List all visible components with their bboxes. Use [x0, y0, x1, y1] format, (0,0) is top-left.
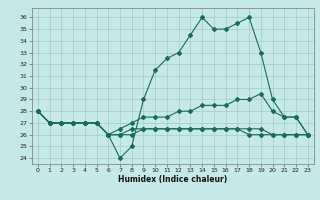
X-axis label: Humidex (Indice chaleur): Humidex (Indice chaleur) — [118, 175, 228, 184]
